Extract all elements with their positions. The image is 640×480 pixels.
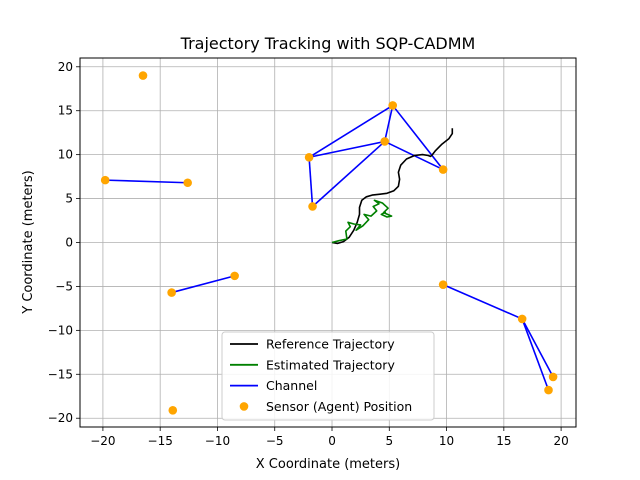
channel-line <box>392 104 444 171</box>
x-tick-label: −20 <box>90 434 115 448</box>
x-tick-label: −10 <box>205 434 230 448</box>
x-tick-label: 20 <box>553 434 568 448</box>
sensor-marker <box>183 178 192 188</box>
x-tick-label: −5 <box>266 434 284 448</box>
x-tick-label: 10 <box>439 434 454 448</box>
legend: Reference Trajectory Estimated Trajectory… <box>221 331 435 421</box>
sensor-marker <box>388 101 398 110</box>
y-tick-label: −15 <box>48 367 73 381</box>
sensor-marker <box>138 71 148 80</box>
legend-label: Reference Trajectory <box>266 337 395 352</box>
sensor-marker <box>544 385 553 395</box>
channel-line <box>312 140 386 208</box>
channel-line <box>521 318 554 378</box>
y-tick-label: −5 <box>55 279 73 293</box>
y-tick-label: −10 <box>48 323 73 337</box>
legend-swatch-marker <box>239 402 249 411</box>
sensor-marker <box>438 165 448 174</box>
sensor-markers <box>100 71 558 415</box>
y-tick-label: 0 <box>65 236 73 250</box>
y-tick-label: 5 <box>65 192 73 206</box>
sensor-marker <box>230 271 239 281</box>
sensor-marker <box>167 288 176 297</box>
sensor-marker <box>304 152 314 162</box>
sensor-marker <box>380 137 390 146</box>
y-tick-label: 10 <box>58 148 73 162</box>
channel-lines <box>105 104 554 391</box>
legend-label: Sensor (Agent) Position <box>266 399 412 414</box>
x-axis-label: X Coordinate (meters) <box>256 457 400 472</box>
legend-label: Estimated Trajectory <box>266 357 395 372</box>
sensor-marker <box>517 314 527 324</box>
sensor-marker <box>548 372 558 382</box>
x-tick-label: −15 <box>148 434 173 448</box>
sensor-marker <box>438 280 448 289</box>
y-tick-label: 20 <box>58 60 73 74</box>
x-tick-label: 15 <box>496 434 511 448</box>
trajectory-lines <box>331 128 454 245</box>
estimated-trajectory-line <box>331 199 393 244</box>
sensor-marker <box>308 202 317 211</box>
channel-line <box>521 318 550 391</box>
channel-line <box>308 140 385 159</box>
sensor-marker <box>168 406 178 415</box>
chart-title: Trajectory Tracking with SQP-CADMM <box>180 34 476 53</box>
channel-line <box>383 105 394 142</box>
sensor-marker <box>100 175 110 185</box>
legend-box <box>221 331 435 421</box>
channel-line <box>308 104 394 158</box>
channel-line <box>442 283 523 320</box>
channel-line <box>171 275 235 294</box>
axis-ticks: −20 −15 −10 −5 0 5 10 15 20 −20 −15 −10 −5 0 5 10 15 20 <box>48 60 569 448</box>
legend-label: Channel <box>266 378 317 393</box>
channel-line <box>105 179 188 184</box>
x-tick-label: 5 <box>385 434 393 448</box>
y-tick-label: 15 <box>58 104 73 118</box>
channel-line <box>308 157 314 207</box>
y-axis-label: Y Coordinate (meters) <box>21 170 36 315</box>
x-tick-label: 0 <box>328 434 336 448</box>
y-tick-label: −20 <box>48 411 73 425</box>
